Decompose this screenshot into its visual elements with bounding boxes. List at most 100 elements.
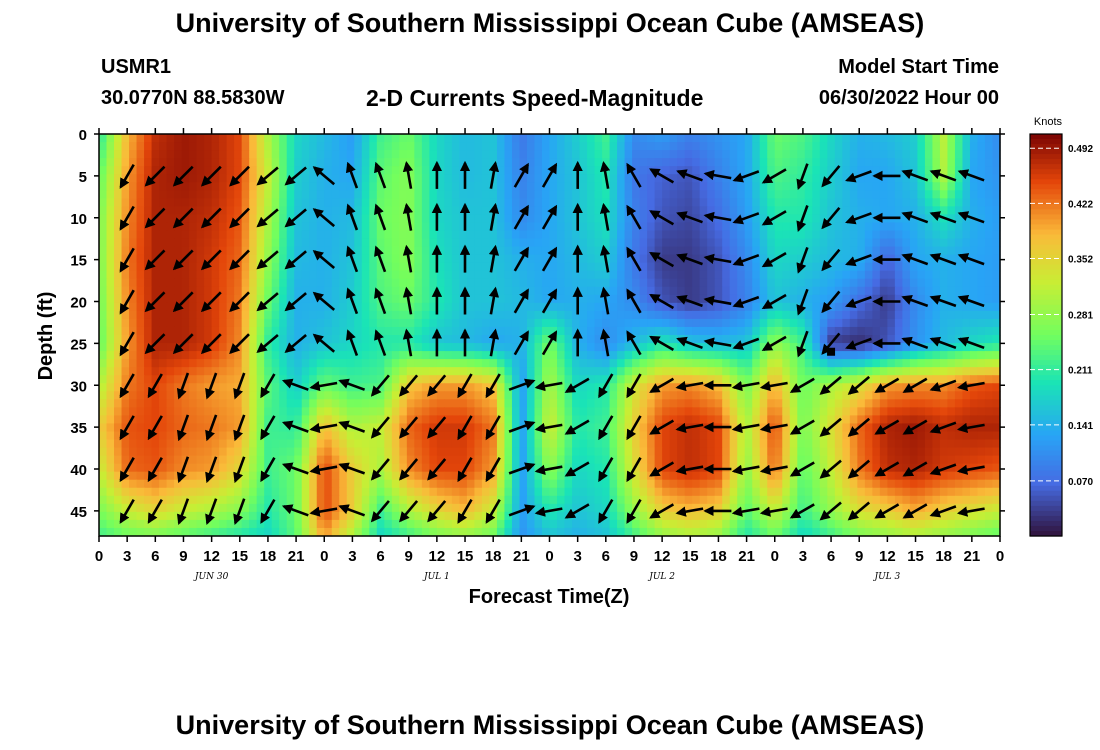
- heatmap-cell: [864, 230, 873, 240]
- heatmap-cell: [121, 286, 130, 296]
- heatmap-cell: [429, 254, 438, 264]
- heatmap-cell: [436, 343, 445, 352]
- heatmap-cell: [534, 286, 543, 296]
- heatmap-cell: [294, 206, 303, 215]
- heatmap-cell: [279, 222, 288, 232]
- heatmap-cell: [894, 415, 903, 425]
- heatmap-cell: [324, 150, 333, 159]
- heatmap-cell: [864, 310, 873, 320]
- heatmap-cell: [977, 375, 986, 384]
- heatmap-cell: [181, 182, 190, 191]
- heatmap-cell: [609, 375, 618, 384]
- heatmap-cell: [992, 447, 1001, 457]
- heatmap-cell: [196, 294, 205, 304]
- heatmap-cell: [316, 286, 325, 296]
- heatmap-cell: [669, 230, 678, 240]
- heatmap-cell: [406, 439, 415, 449]
- heatmap-cell: [647, 455, 656, 465]
- heatmap-cell: [211, 391, 220, 400]
- heatmap-cell: [534, 134, 543, 143]
- heatmap-cell: [579, 246, 588, 256]
- heatmap-cell: [759, 246, 768, 256]
- heatmap-cell: [587, 367, 596, 376]
- heatmap-cell: [459, 182, 468, 191]
- heatmap-cell: [812, 326, 821, 336]
- heatmap-cell: [804, 415, 813, 425]
- heatmap-cell: [114, 198, 123, 207]
- heatmap-cell: [136, 351, 145, 360]
- heatmap-cell: [602, 190, 611, 199]
- heatmap-cell: [677, 134, 686, 143]
- heatmap-cell: [624, 238, 633, 248]
- heatmap-cell: [962, 351, 971, 360]
- heatmap-cell: [294, 142, 303, 151]
- heatmap-cell: [466, 383, 476, 392]
- heatmap-cell: [902, 343, 911, 352]
- heatmap-cell: [909, 310, 919, 320]
- heatmap-cell: [376, 198, 385, 207]
- heatmap-cell: [609, 286, 618, 296]
- heatmap-cell: [752, 142, 761, 151]
- heatmap-cell: [579, 310, 588, 320]
- heatmap-cell: [744, 206, 753, 215]
- heatmap-cell: [354, 310, 363, 320]
- heatmap-cell: [189, 351, 198, 360]
- heatmap-cell: [99, 174, 108, 183]
- heatmap-cell: [744, 359, 753, 368]
- heatmap-cell: [406, 174, 415, 183]
- heatmap-cell: [174, 367, 183, 376]
- heatmap-cell: [511, 214, 521, 224]
- heatmap-cell: [249, 174, 258, 183]
- heatmap-cell: [249, 343, 258, 352]
- heatmap-cell: [632, 463, 641, 473]
- heatmap-cell: [444, 142, 453, 151]
- heatmap-cell: [99, 286, 108, 296]
- heatmap-cell: [339, 278, 348, 288]
- heatmap-cell: [594, 206, 603, 215]
- heatmap-cell: [587, 351, 596, 360]
- heatmap-cell: [234, 134, 243, 143]
- heatmap-cell: [466, 246, 476, 256]
- heatmap-cell: [587, 198, 596, 207]
- heatmap-cell: [917, 302, 926, 312]
- heatmap-cell: [279, 254, 288, 264]
- heatmap-cell: [887, 286, 896, 296]
- heatmap-cell: [804, 310, 813, 320]
- heatmap-cell: [136, 286, 145, 296]
- heatmap-cell: [917, 391, 926, 400]
- heatmap-cell: [264, 134, 273, 143]
- heatmap-cell: [759, 318, 768, 328]
- heatmap-cell: [797, 206, 806, 215]
- heatmap-cell: [136, 455, 145, 465]
- product-title: 2-D Currents Speed-Magnitude: [366, 85, 704, 111]
- heatmap-cell: [692, 150, 701, 159]
- heatmap-cell: [114, 407, 123, 416]
- heatmap-cell: [234, 310, 243, 320]
- heatmap-cell: [729, 270, 738, 280]
- heatmap-cell: [196, 190, 205, 199]
- heatmap-cell: [654, 447, 663, 457]
- heatmap-cell: [714, 230, 723, 240]
- heatmap-cell: [572, 190, 581, 199]
- heatmap-cell: [114, 318, 123, 328]
- heatmap-cell: [834, 262, 843, 272]
- heatmap-cell: [894, 174, 903, 183]
- heatmap-cell: [617, 286, 626, 296]
- heatmap-cell: [917, 439, 926, 449]
- heatmap-cell: [557, 318, 566, 328]
- heatmap-cell: [174, 294, 183, 304]
- heatmap-cell: [722, 190, 731, 199]
- heatmap-cell: [572, 407, 581, 416]
- heatmap-cell: [384, 166, 393, 175]
- heatmap-cell: [857, 351, 866, 360]
- heatmap-cell: [279, 439, 288, 449]
- heatmap-cell: [406, 383, 415, 392]
- heatmap-cell: [857, 134, 866, 143]
- heatmap-cell: [369, 326, 378, 336]
- heatmap-cell: [474, 326, 483, 336]
- heatmap-cell: [894, 407, 903, 416]
- heatmap-cell: [294, 351, 303, 360]
- heatmap-cell: [474, 142, 483, 151]
- heatmap-cell: [984, 190, 994, 199]
- heatmap-cell: [834, 158, 843, 167]
